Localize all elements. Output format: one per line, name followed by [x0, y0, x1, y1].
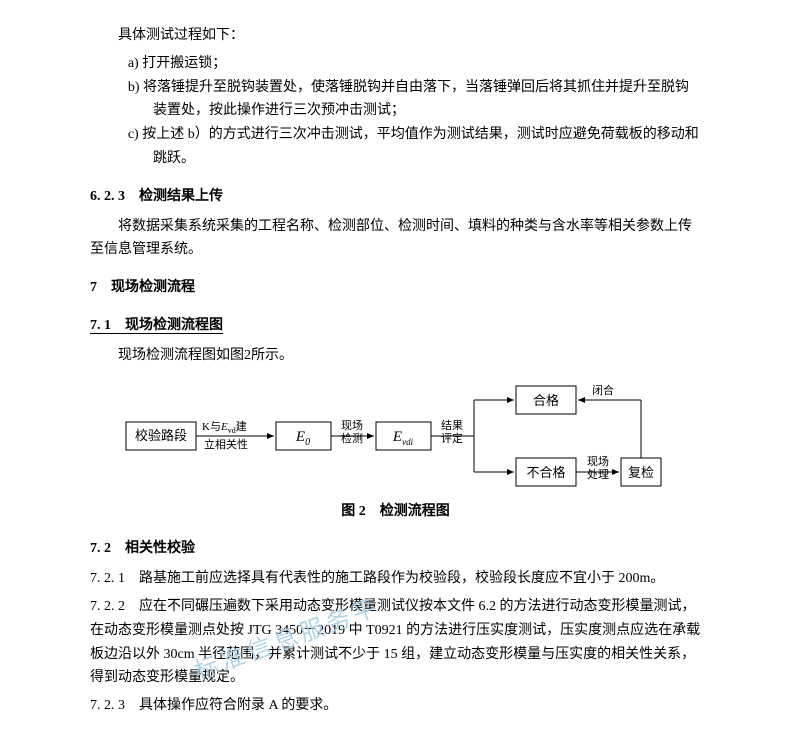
list-item-c: c) 按上述 b）的方式进行三次冲击测试，平均值作为测试结果，测试时应避免荷载板… [118, 123, 701, 171]
lbl4r: 闭合 [592, 383, 614, 397]
marker-c: c) [128, 127, 139, 142]
item-7-2-1: 7. 2. 1 路基施工前应选择具有代表性的施工路段作为校验段，校验段长度应不宜… [90, 567, 701, 591]
heading-7-1: 7. 1 现场检测流程图 [90, 314, 701, 338]
figure-caption: 图 2 检测流程图 [90, 500, 701, 524]
heading-7: 7 现场检测流程 [90, 276, 701, 300]
num-7-2-2: 7. 2. 2 [90, 599, 125, 614]
text-c: 按上述 b）的方式进行三次冲击测试，平均值作为测试结果，测试时应避免荷载板的移动… [142, 127, 699, 166]
marker-b: b) [128, 80, 140, 95]
lbl5r-2: 处理 [587, 468, 609, 481]
num-7-2-3: 7. 2. 3 [90, 698, 125, 713]
item-7-2-2: 7. 2. 2 应在不同碾压遍数下采用动态变形模量测试仪按本文件 6.2 的方法… [90, 595, 701, 690]
node-3-sub: vdi [402, 437, 413, 447]
svg-text:Evdi: Evdi [391, 429, 413, 447]
heading-6-2-3: 6. 2. 3 检测结果上传 [90, 185, 701, 209]
node-4: 合格 [532, 393, 558, 408]
lbl5r-1: 现场 [587, 454, 609, 468]
node-6: 复检 [627, 465, 653, 480]
text-7-2-3: 具体操作应符合附录 A 的要求。 [125, 698, 337, 713]
node-1: 校验路段 [134, 428, 186, 443]
flow-diagram: 校验路段 K与Evd建 立相关性 E0 现场 检测 Evdi 结果 评定 [90, 382, 701, 492]
item-7-2-3: 7. 2. 3 具体操作应符合附录 A 的要求。 [90, 694, 701, 718]
text-b: 将落锤提升至脱钩装置处，使落锤脱钩并自由落下，当落锤弹回后将其抓住并提升至脱钩装… [143, 80, 689, 119]
lbl3r-1: 结果 [441, 419, 463, 432]
node-2-sub: 0 [305, 437, 310, 448]
lbl3r-2: 评定 [441, 431, 463, 445]
num-7-2-1: 7. 2. 1 [90, 571, 125, 586]
lbl12sub: vd [227, 426, 235, 435]
lbl23-1: 现场 [341, 418, 363, 432]
intro-line: 具体测试过程如下： [90, 24, 701, 48]
lbl23-2: 检测 [341, 431, 363, 445]
lbl12a: K与 [202, 420, 221, 433]
list-item-a: a) 打开搬运锁； [118, 52, 701, 76]
document-page: 具体测试过程如下： a) 打开搬运锁； b) 将落锤提升至脱钩装置处，使落锤脱钩… [0, 0, 791, 734]
svg-text:E0: E0 [294, 429, 309, 448]
node-2: E [294, 429, 304, 445]
node-5: 不合格 [526, 465, 565, 480]
lbl12c: 立相关性 [204, 437, 248, 451]
node-3: E [391, 429, 401, 445]
text-7-2-2: 应在不同碾压遍数下采用动态变形模量测试仪按本文件 6.2 的方法进行动态变形模量… [90, 599, 700, 685]
lbl12b: 建 [235, 419, 246, 433]
heading-7-2: 7. 2 相关性校验 [90, 537, 701, 561]
text-a: 打开搬运锁； [142, 56, 226, 71]
text-7-2-1: 路基施工前应选择具有代表性的施工路段作为校验段，校验段长度应不宜小于 200m。 [125, 571, 664, 586]
svg-text:K与Evd建: K与Evd建 [202, 419, 247, 435]
body-6-2-3: 将数据采集系统采集的工程名称、检测部位、检测时间、填料的种类与含水率等相关参数上… [90, 215, 701, 263]
marker-a: a) [128, 56, 139, 71]
list-item-b: b) 将落锤提升至脱钩装置处，使落锤脱钩并自由落下，当落锤弹回后将其抓住并提升至… [118, 76, 701, 124]
body-7-1: 现场检测流程图如图2所示。 [90, 344, 701, 368]
